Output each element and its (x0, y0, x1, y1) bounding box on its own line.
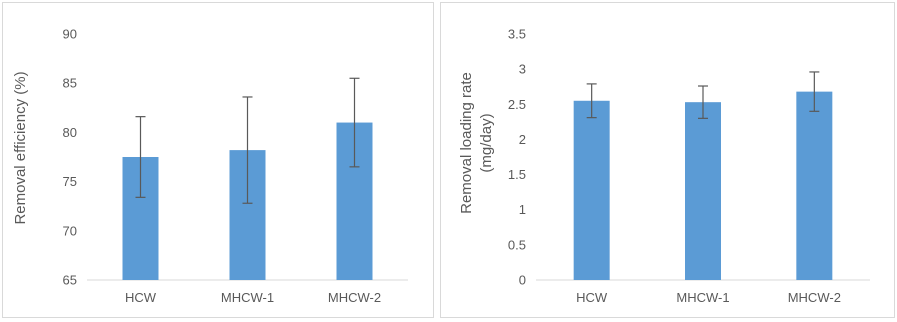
y-tick-label: 65 (63, 273, 77, 288)
y-tick-label: 0.5 (508, 237, 526, 252)
y-tick-label: 85 (63, 76, 77, 91)
y-axis-title-line-2: (mg/day) (478, 113, 495, 172)
y-axis-title: Removal efficiency (%) (12, 71, 29, 224)
y-tick-label: 90 (63, 27, 77, 42)
y-tick-label: 2 (519, 132, 526, 147)
y-axis-title-line-1: Removal loading rate (458, 72, 475, 214)
chart-panel-removal-efficiency: Removal efficiency (%) 65 70 75 80 85 90 HCW MH… (2, 2, 434, 318)
chart-removal-efficiency: Removal efficiency (%) 65 70 75 80 85 90 HCW MH… (12, 27, 408, 305)
x-tick-label: HCW (576, 290, 608, 305)
chart-removal-loading-rate: Removal loading rate (mg/day) 0 0.5 1 1.5 2 2… (458, 27, 870, 305)
y-tick-label: 1 (519, 202, 526, 217)
y-tick-label: 2.5 (508, 97, 526, 112)
y-tick-label: 1.5 (508, 167, 526, 182)
bar (685, 102, 721, 280)
y-tick-label: 75 (63, 174, 77, 189)
bar (573, 100, 610, 281)
x-tick-label: MHCW-2 (788, 290, 841, 305)
x-tick-label: MHCW-1 (676, 290, 729, 305)
y-tick-label: 70 (63, 223, 77, 238)
y-tick-label: 80 (63, 125, 77, 140)
bar (796, 91, 833, 281)
x-tick-label: MHCW-2 (328, 290, 381, 305)
y-tick-label: 3 (519, 62, 526, 77)
x-tick-label: MHCW-1 (221, 290, 274, 305)
chart-panel-removal-loading-rate: Removal loading rate (mg/day) 0 0.5 1 1.5 2 2… (440, 2, 895, 318)
y-tick-label: 3.5 (508, 27, 526, 42)
x-tick-label: HCW (125, 290, 157, 305)
y-tick-label: 0 (519, 273, 526, 288)
